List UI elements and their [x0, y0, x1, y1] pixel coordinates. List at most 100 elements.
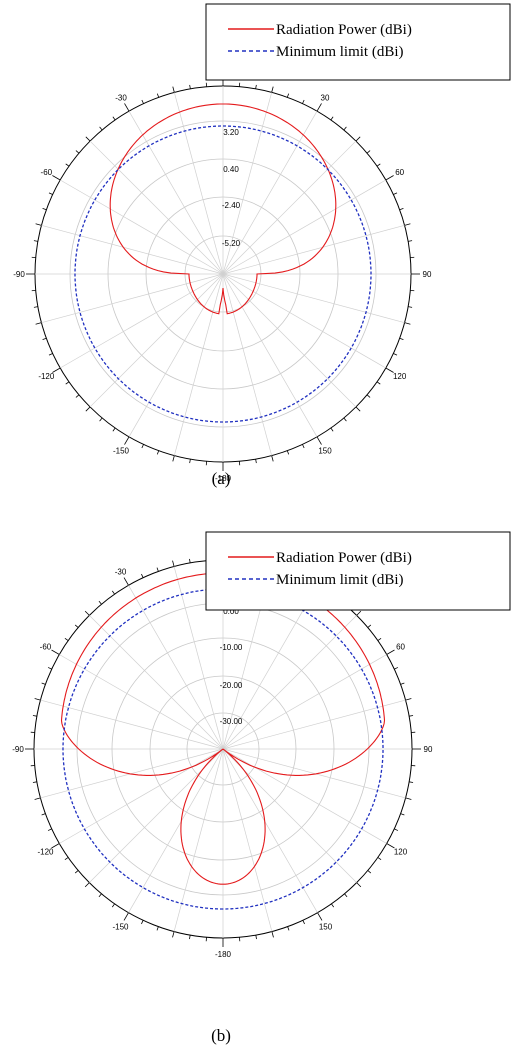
angle-tick-mark: [405, 698, 412, 701]
minimum-limit-trace: [74, 125, 372, 423]
grid-spoke: [222, 699, 406, 750]
grid-spoke: [174, 92, 224, 275]
angle-tick-label: -30: [115, 93, 127, 102]
angle-tick-mark: [141, 444, 144, 449]
grid-spoke: [40, 699, 224, 750]
angle-tick-mark: [271, 931, 274, 938]
angle-tick-mark: [98, 600, 102, 605]
grid-spoke: [60, 273, 224, 369]
grid-spoke: [174, 273, 224, 456]
angle-tick-mark: [156, 926, 159, 931]
angle-tick-mark: [377, 857, 382, 861]
angle-tick-mark: [75, 150, 80, 154]
angle-tick-mark: [271, 86, 274, 93]
angle-tick-mark: [376, 163, 381, 167]
angle-tick-label: -180: [215, 474, 232, 483]
angle-tick-mark: [286, 450, 290, 455]
angle-tick-mark: [386, 843, 395, 849]
angle-tick-mark: [331, 903, 335, 908]
angle-tick-mark: [377, 637, 382, 641]
grid-spoke: [222, 615, 357, 750]
angle-tick-mark: [287, 926, 290, 931]
grid-spoke: [222, 111, 318, 275]
angle-tick-mark: [393, 353, 398, 356]
angle-tick-label: -150: [113, 447, 130, 456]
angle-tick-label: 90: [423, 270, 432, 279]
grid-spoke: [222, 585, 318, 750]
radial-ring-label: 0.40: [223, 165, 239, 174]
angle-tick-label: -60: [40, 643, 52, 652]
radiation-power-trace: [109, 103, 337, 315]
angle-tick-mark: [35, 223, 42, 226]
angle-tick-mark: [394, 667, 399, 670]
angle-tick-mark: [34, 797, 41, 800]
angle-tick-mark: [356, 610, 362, 616]
angle-tick-mark: [64, 857, 69, 861]
polar-chart-b: 0306090120150-180-150-120-90-60-300.00-1…: [0, 528, 515, 1055]
angle-tick-mark: [330, 116, 334, 121]
angle-tick-mark: [41, 813, 46, 816]
grid-spoke: [59, 654, 224, 750]
grid-spoke: [59, 748, 224, 844]
grid-spoke: [89, 615, 224, 750]
angle-tick-mark: [189, 84, 191, 89]
grid-spoke: [128, 748, 224, 913]
grid-spoke: [89, 273, 224, 408]
angle-tick-mark: [48, 353, 53, 356]
angle-tick-mark: [124, 436, 130, 445]
angle-tick-mark: [366, 394, 371, 398]
polar-chart-a: 0306090120150-180-150-120-90-60-303.200.…: [0, 0, 515, 500]
angle-tick-mark: [400, 813, 405, 816]
grid-spoke: [222, 273, 357, 408]
radial-ring-label: -20.00: [220, 681, 243, 690]
angle-tick-label: 120: [394, 848, 408, 857]
angle-tick-mark: [112, 427, 116, 432]
angle-tick-mark: [34, 698, 41, 701]
angle-tick-mark: [399, 207, 404, 211]
grid-spoke: [128, 585, 224, 750]
angle-tick-mark: [172, 86, 175, 93]
angle-tick-mark: [99, 126, 103, 131]
legend: Radiation Power (dBi) Minimum limit (dBi): [205, 531, 511, 611]
angle-tick-mark: [302, 99, 305, 104]
angle-tick-mark: [32, 715, 37, 717]
grid-spoke: [60, 179, 224, 275]
angle-tick-mark: [271, 455, 274, 462]
angle-tick-mark: [47, 667, 52, 670]
legend-label-radiation-power: Radiation Power (dBi): [276, 22, 412, 38]
angle-tick-mark: [189, 459, 191, 464]
angle-tick-mark: [172, 560, 175, 567]
angle-tick-mark: [141, 920, 144, 925]
angle-tick-label: 90: [424, 745, 433, 754]
angle-tick-mark: [141, 99, 144, 104]
grid-spoke: [40, 748, 224, 799]
angle-tick-mark: [376, 381, 381, 385]
panel-caption: (b): [211, 1026, 231, 1045]
grid-spoke: [222, 273, 318, 437]
angle-tick-mark: [172, 455, 175, 462]
angle-tick-mark: [317, 912, 323, 921]
angle-tick-mark: [255, 84, 257, 89]
angle-tick-mark: [386, 649, 395, 655]
grid-spoke: [222, 748, 273, 932]
angle-tick-label: 60: [395, 168, 404, 177]
angle-tick-mark: [32, 781, 37, 783]
angle-tick-mark: [65, 381, 70, 385]
angle-tick-mark: [255, 935, 257, 940]
angle-tick-mark: [355, 406, 361, 412]
angle-tick-mark: [355, 136, 361, 142]
angle-tick-label: -120: [38, 372, 55, 381]
angle-tick-mark: [400, 682, 405, 685]
angle-tick-mark: [156, 93, 160, 98]
angle-tick-mark: [111, 590, 115, 595]
angle-tick-mark: [156, 567, 159, 572]
angle-tick-mark: [344, 893, 348, 898]
angle-tick-mark: [41, 682, 46, 685]
radial-ring-label: -2.40: [222, 201, 241, 210]
grid-spoke: [222, 179, 386, 275]
angle-tick-mark: [124, 103, 130, 112]
angle-tick-label: -60: [41, 168, 53, 177]
angle-tick-mark: [65, 163, 70, 167]
angle-tick-mark: [409, 781, 414, 783]
angle-tick-mark: [52, 175, 61, 181]
